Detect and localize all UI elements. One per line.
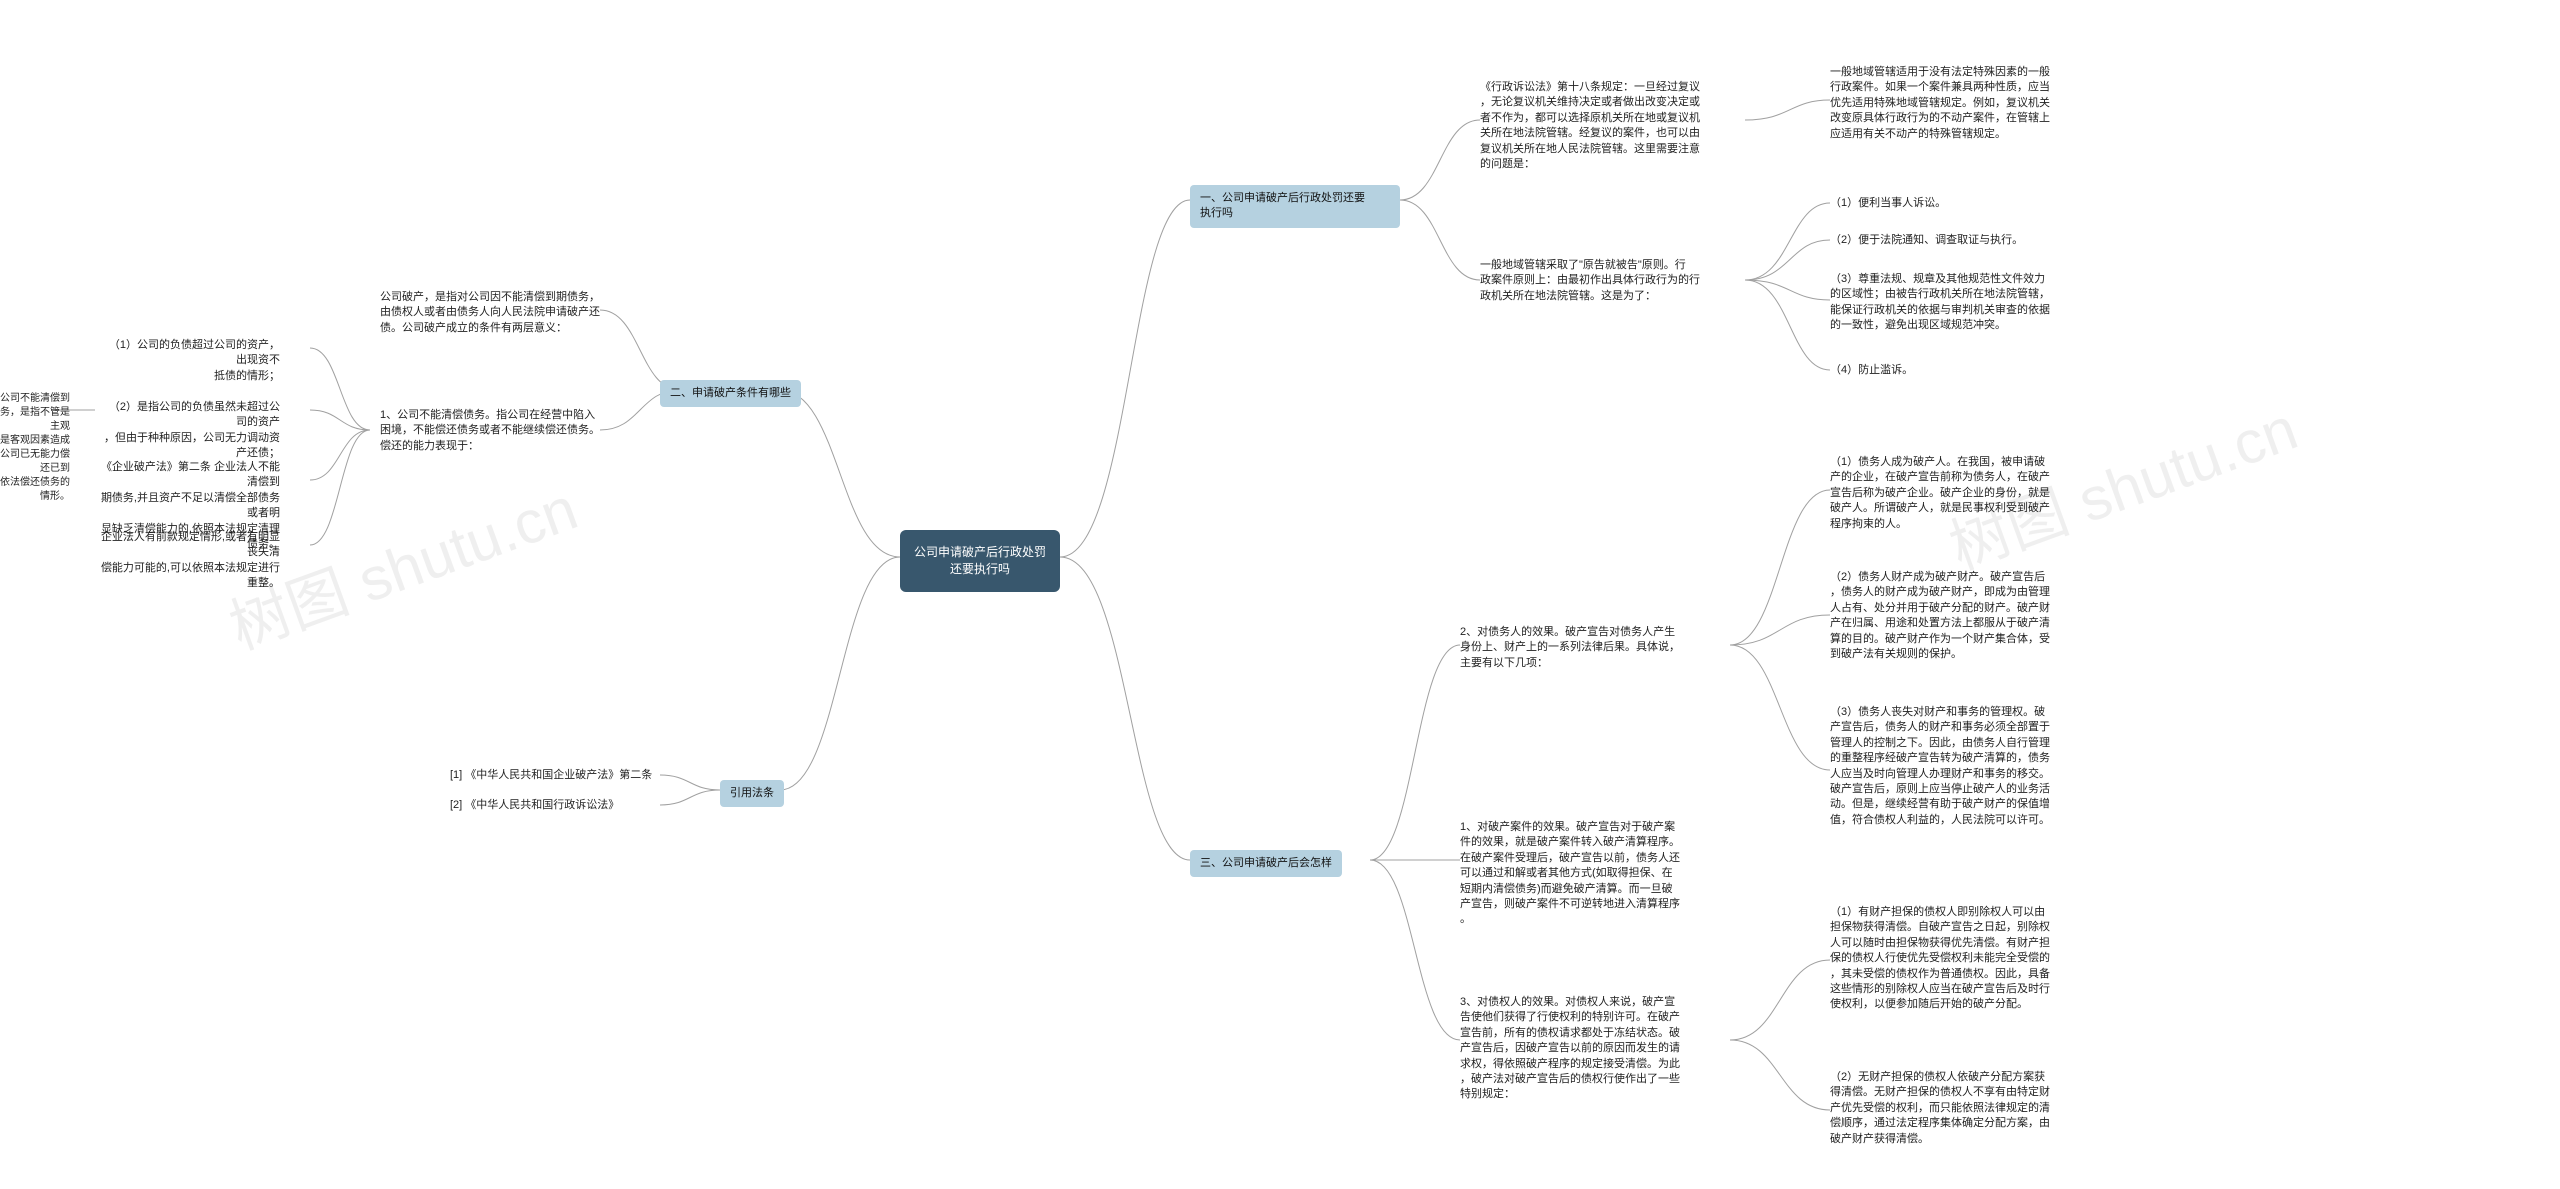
connector-lines bbox=[0, 0, 2560, 1189]
branch-1: 一、公司申请破产后行政处罚还要 执行吗 bbox=[1190, 185, 1400, 228]
b3-c3-item-1: （1）有财产担保的债权人即别除权人可以由 担保物获得清偿。自破产宣告之日起，别除… bbox=[1830, 905, 2050, 1013]
b2-c1: 1、公司不能清偿债务。指公司在经营中陷入 困境，不能偿还债务或者不能继续偿还债务… bbox=[380, 408, 600, 454]
b2-c1-item-2: （2）是指公司的负债虽然未超过公司的资产 ，但由于种种原因，公司无力调动资产还债… bbox=[100, 400, 280, 462]
b3-c3-item-2: （2）无财产担保的债权人依破产分配方案获 得清偿。无财产担保的债权人不享有由特定… bbox=[1830, 1070, 2050, 1147]
b4-item-1: [1] 《中华人民共和国企业破产法》第二条 bbox=[450, 768, 652, 783]
branch-2: 二、申请破产条件有哪些 bbox=[660, 380, 801, 407]
b3-c2-item-1: （1）债务人成为破产人。在我国，被申请破 产的企业，在破产宣告前称为债务人，在破… bbox=[1830, 455, 2050, 532]
b4-item-2: [2] 《中华人民共和国行政诉讼法》 bbox=[450, 798, 619, 813]
b1-c2-item-4: （4）防止滥诉。 bbox=[1830, 363, 1913, 378]
b2-c1-item-4: 企业法人有前款规定情形,或者有明显丧失清 偿能力可能的,可以依照本法规定进行重整… bbox=[100, 530, 280, 592]
b2-far: 2、公司不能清偿到期债务，是指不管是主观 还是客观因素造成的，公司已无能力偿还已… bbox=[0, 392, 70, 504]
b3-c2-item-3: （3）债务人丧失对财产和事务的管理权。破 产宣告后，债务人的财产和事务必须全部置… bbox=[1830, 705, 2050, 828]
b1-c2-item-3: （3）尊重法规、规章及其他规范性文件效力 的区域性；由被告行政机关所在地法院管辖… bbox=[1830, 272, 2050, 334]
b2-c0: 公司破产，是指对公司因不能清偿到期债务， 由债权人或者由债务人向人民法院申请破产… bbox=[380, 290, 600, 336]
b3-c3: 3、对债权人的效果。对债权人来说，破产宣 告使他们获得了行使权利的特别许可。在破… bbox=[1460, 995, 1680, 1103]
b1-c2-item-2: （2）便于法院通知、调查取证与执行。 bbox=[1830, 233, 2023, 248]
b1-c2: 一般地域管辖采取了"原告就被告"原则。行 政案件原则上：由最初作出具体行政行为的… bbox=[1480, 258, 1700, 304]
branch-3: 三、公司申请破产后会怎样 bbox=[1190, 850, 1342, 877]
b3-c2-item-2: （2）债务人财产成为破产财产。破产宣告后 ，债务人的财产成为破产财产，即成为由管… bbox=[1830, 570, 2050, 662]
b2-c1-item-1: （1）公司的负债超过公司的资产，出现资不 抵债的情形； bbox=[100, 338, 280, 384]
b1-c1-right: 一般地域管辖适用于没有法定特殊因素的一般 行政案件。如果一个案件兼具两种性质，应… bbox=[1830, 65, 2050, 142]
center-topic: 公司申请破产后行政处罚 还要执行吗 bbox=[900, 530, 1060, 592]
b3-c2: 2、对债务人的效果。破产宣告对债务人产生 身份上、财产上的一系列法律后果。具体说… bbox=[1460, 625, 1680, 671]
b1-c1: 《行政诉讼法》第十八条规定：一旦经过复议 ，无论复议机关维持决定或者做出改变决定… bbox=[1480, 80, 1700, 172]
b3-c1: 1、对破产案件的效果。破产宣告对于破产案 件的效果，就是破产案件转入破产清算程序… bbox=[1460, 820, 1680, 928]
b1-c2-item-1: （1）便利当事人诉讼。 bbox=[1830, 196, 1946, 211]
branch-4: 引用法条 bbox=[720, 780, 784, 807]
